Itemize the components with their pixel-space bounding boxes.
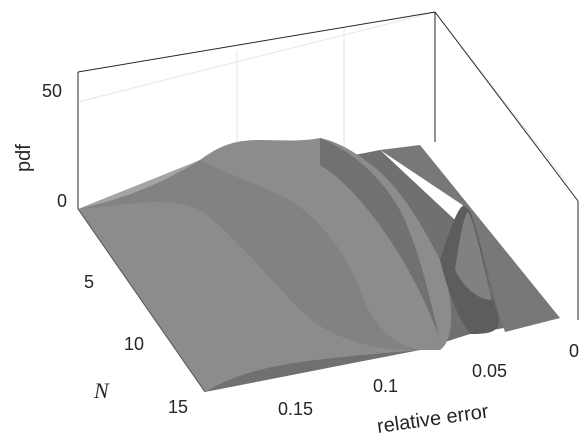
surface-front-edge xyxy=(77,208,206,393)
z-tick-50: 50 xyxy=(42,81,62,101)
z-tick-0: 0 xyxy=(57,191,67,211)
x-tick-0.15: 0.15 xyxy=(278,399,313,419)
surface-shade-1 xyxy=(78,160,420,351)
surface-wing xyxy=(380,145,560,332)
y-tick-5: 5 xyxy=(84,272,94,292)
surface-peak-highlight xyxy=(455,212,492,300)
surface-mesh xyxy=(77,138,560,393)
x-axis-label: relative error xyxy=(376,400,491,436)
surface-shade-2 xyxy=(320,138,440,340)
y-axis-label: N xyxy=(93,378,110,403)
x-tick-0: 0 xyxy=(569,341,579,361)
x-tick-0.1: 0.1 xyxy=(373,376,398,396)
axes-box xyxy=(77,11,579,320)
y-tick-15: 15 xyxy=(168,397,188,417)
y-tick-10: 10 xyxy=(124,334,144,354)
x-tick-0.05: 0.05 xyxy=(472,361,507,381)
z-axis-label: pdf xyxy=(13,144,35,172)
